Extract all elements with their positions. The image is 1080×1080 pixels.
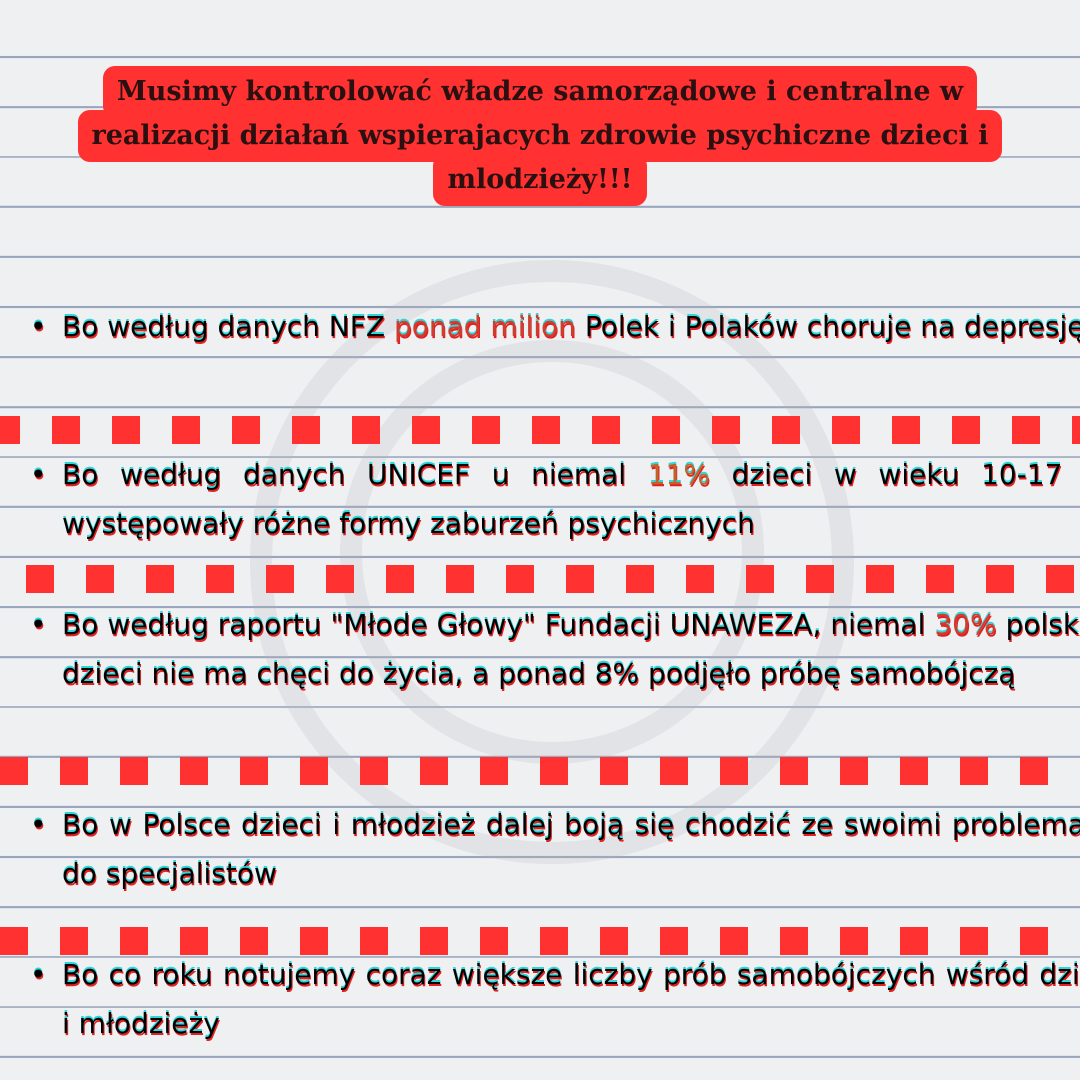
- bullet-icon: •: [30, 958, 47, 991]
- text-segment: dzieci w wieku 10-17 lat występowały róż…: [62, 458, 1080, 540]
- dashed-divider: [0, 927, 1080, 955]
- title-line: Musimy kontrolować władze samorządowe i …: [102, 66, 978, 118]
- list-item-text: Bo według raportu "Młode Głowy" Fundacji…: [62, 600, 1080, 698]
- list-item: • Bo według raportu "Młode Głowy" Fundac…: [30, 600, 1080, 698]
- text-segment: Bo według danych NFZ: [62, 310, 394, 343]
- list-item: • Bo według danych NFZ ponad milion Pole…: [30, 302, 1080, 351]
- text-segment: Bo według raportu "Młode Głowy" Fundacji…: [62, 608, 935, 641]
- list-item-text: Bo co roku notujemy coraz większe liczby…: [62, 958, 1080, 1040]
- bullet-icon: •: [30, 458, 47, 491]
- text-segment: Polek i Polaków choruje na depresję: [575, 310, 1080, 343]
- list-item-text: Bo według danych UNICEF u niemal 11% dzi…: [62, 450, 1080, 548]
- dashed-divider: [0, 757, 1080, 785]
- highlight: 11%: [647, 458, 710, 491]
- dashed-divider: [0, 416, 1080, 444]
- title-banner: Musimy kontrolować władze samorządowe i …: [0, 66, 1080, 206]
- list-item-text: Bo według danych NFZ ponad milion Polek …: [62, 302, 1080, 351]
- bullet-icon: •: [30, 310, 47, 343]
- highlight: ponad milion: [393, 310, 576, 343]
- bullet-icon: •: [30, 808, 47, 841]
- text-segment: polskich dzieci nie ma chęci do życia, a…: [62, 608, 1080, 690]
- list-item: • Bo w Polsce dzieci i młodzież dalej bo…: [30, 800, 1080, 898]
- title-line: realizacji działań wspierajacych zdrowie…: [77, 110, 1003, 162]
- list-item-text: Bo w Polsce dzieci i młodzież dalej boją…: [62, 808, 1080, 890]
- bullet-icon: •: [30, 608, 47, 641]
- list-item: • Bo co roku notujemy coraz większe licz…: [30, 950, 1080, 1048]
- text-segment: Bo według danych UNICEF u niemal: [62, 458, 648, 491]
- highlight: 30%: [934, 608, 997, 641]
- list-item: • Bo według danych UNICEF u niemal 11% d…: [30, 450, 1080, 548]
- title-line: mlodzieży!!!: [433, 154, 647, 206]
- background-swirl: [340, 340, 764, 764]
- dashed-divider: [0, 565, 1080, 593]
